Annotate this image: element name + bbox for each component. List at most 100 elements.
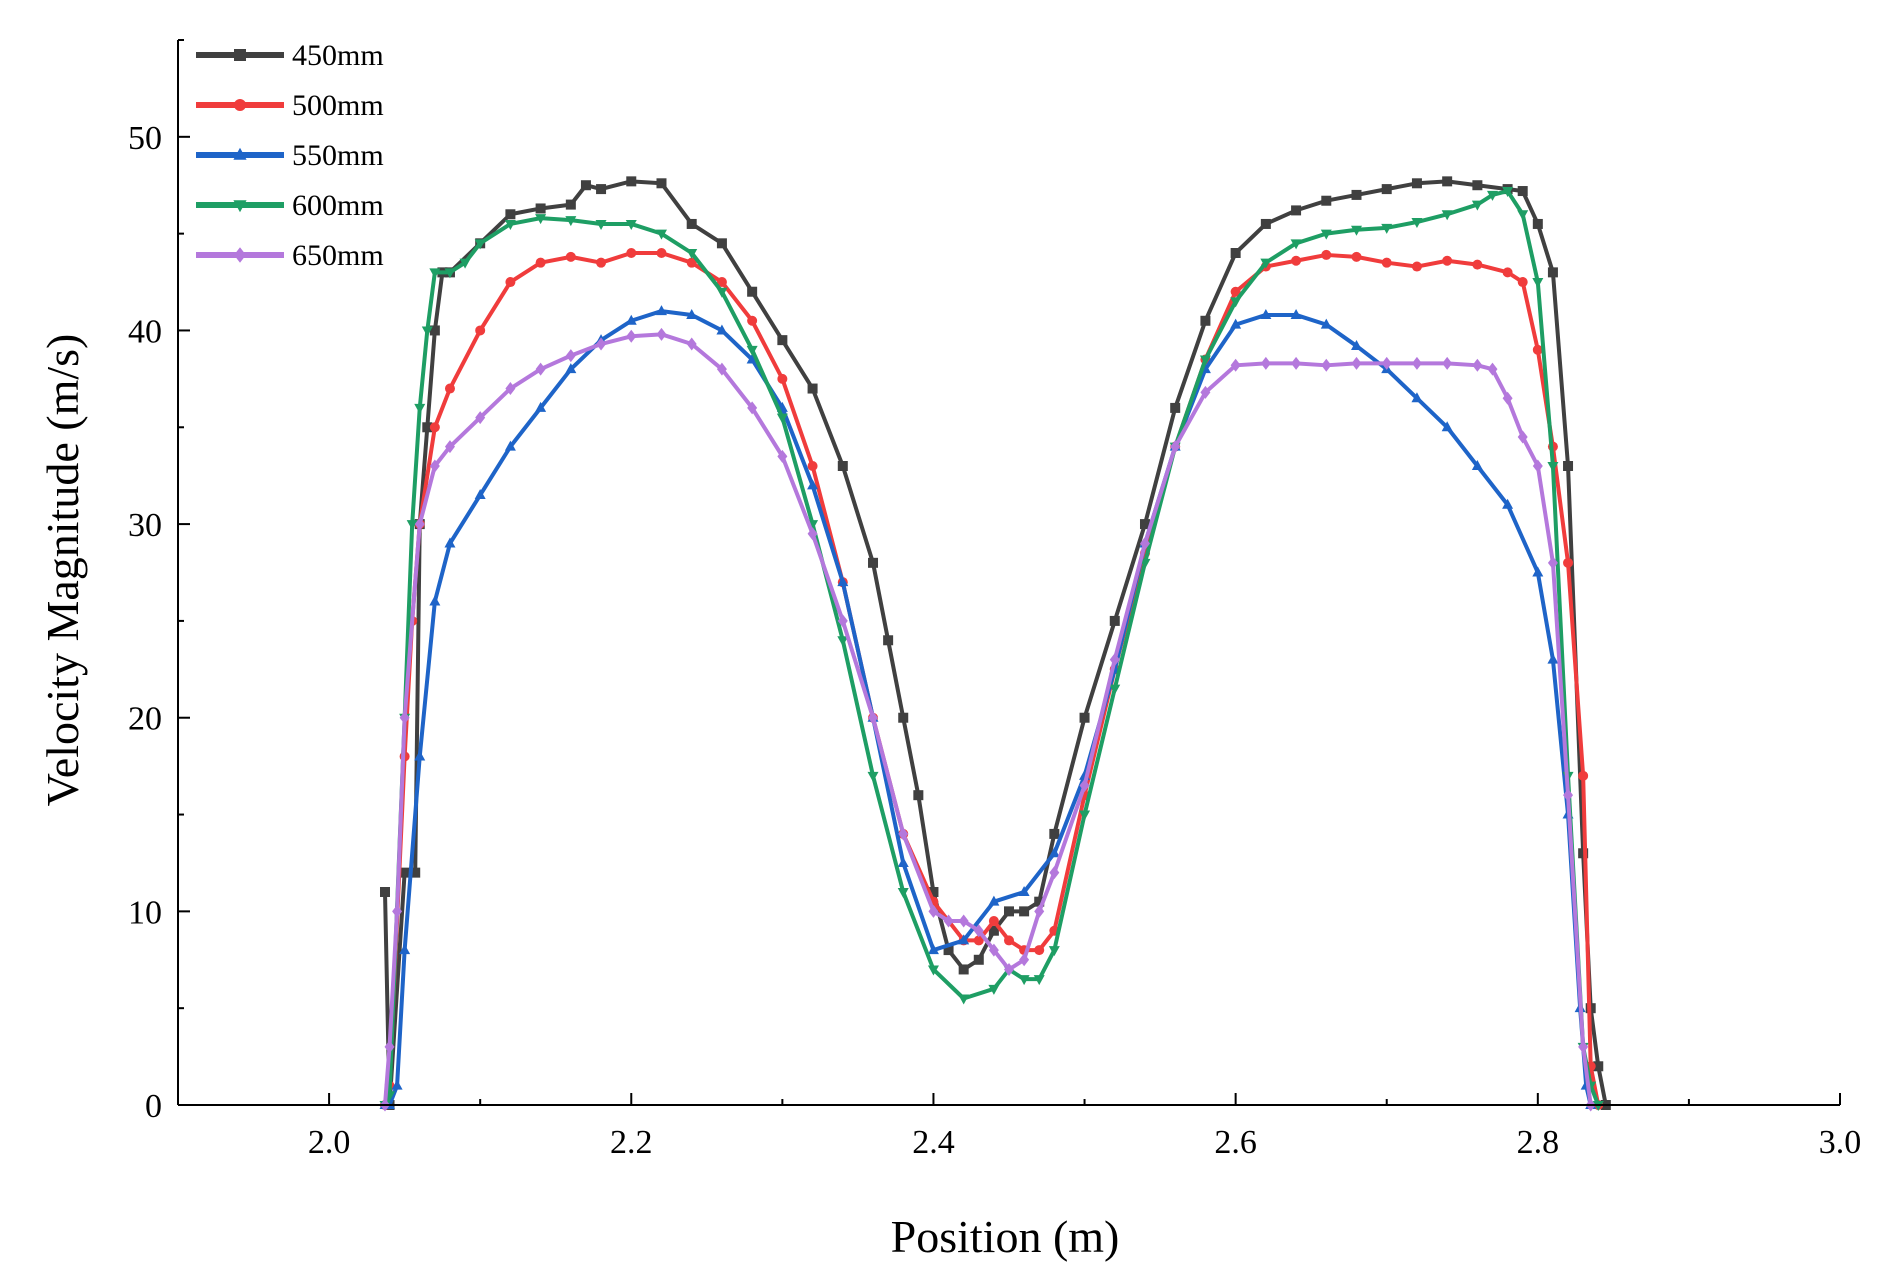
data-point-450mm: [1004, 906, 1014, 917]
data-point-650mm: [1200, 385, 1211, 399]
data-point-550mm: [391, 1079, 403, 1090]
data-point-550mm: [474, 489, 486, 500]
y-tick-label: 30: [128, 507, 162, 544]
data-point-650mm: [1472, 358, 1483, 372]
data-point-450mm: [656, 178, 667, 189]
axes-layer: [177, 40, 1840, 1106]
legend-label: 650mm: [292, 239, 384, 272]
data-point-450mm: [988, 925, 999, 936]
data-point-450mm: [1260, 218, 1271, 229]
data-point-450mm: [596, 184, 607, 195]
data-point-450mm: [1049, 828, 1060, 839]
data-point-650mm: [399, 711, 410, 725]
data-point-500mm: [1442, 255, 1453, 266]
data-point-500mm: [1230, 286, 1241, 297]
data-point-600mm: [459, 258, 471, 269]
data-point-650mm: [535, 362, 546, 376]
data-point-450mm: [747, 286, 758, 297]
data-point-600mm: [1547, 462, 1559, 472]
y-tick-label: 0: [145, 1088, 162, 1125]
legend-label: 600mm: [292, 189, 384, 222]
data-point-600mm: [421, 326, 433, 337]
data-point-500mm: [1472, 259, 1483, 270]
series-layer: [379, 176, 1611, 1112]
data-point-550mm: [1290, 308, 1302, 319]
x-tick-label: 2.6: [1214, 1124, 1257, 1161]
data-point-650mm: [837, 614, 848, 628]
data-point-500mm: [535, 257, 546, 268]
data-point-450mm: [535, 203, 546, 214]
data-point-500mm: [1351, 251, 1362, 262]
data-point-550mm: [716, 324, 728, 335]
data-point-600mm: [686, 249, 698, 259]
data-point-550mm: [1547, 653, 1559, 664]
series-line-450mm: [382, 179, 1608, 1107]
data-point-650mm: [1260, 356, 1271, 370]
legend-marker: [234, 49, 246, 61]
x-tick-label: 3.0: [1819, 1124, 1862, 1161]
data-point-600mm: [746, 345, 758, 356]
data-point-450mm: [422, 422, 433, 433]
data-point-650mm: [1502, 391, 1513, 405]
data-point-500mm: [1034, 945, 1045, 956]
data-point-450mm: [928, 887, 939, 897]
data-point-600mm: [565, 216, 577, 227]
data-point-450mm: [777, 335, 788, 346]
data-point-500mm: [686, 257, 697, 268]
data-point-450mm: [1034, 896, 1045, 907]
data-point-450mm: [1230, 248, 1241, 258]
data-point-650mm: [414, 517, 425, 531]
data-point-500mm: [475, 325, 486, 336]
data-point-450mm: [1532, 218, 1543, 229]
data-point-650mm: [565, 349, 576, 363]
data-point-600mm: [1290, 239, 1302, 250]
data-point-550mm: [686, 308, 698, 319]
legend-item-500mm: 500mm: [196, 89, 384, 122]
data-point-550mm: [429, 595, 441, 606]
ticks-layer: 2.0 2.2 2.4 2.6 2.8 3.0 0 10 20 30 40 50: [128, 39, 1862, 1161]
data-point-650mm: [429, 459, 440, 473]
data-point-500mm: [1291, 255, 1302, 266]
data-point-450mm: [1109, 615, 1120, 626]
data-point-550mm: [1260, 308, 1272, 319]
data-point-500mm: [807, 461, 818, 471]
data-point-550mm: [1441, 421, 1453, 432]
data-point-450mm: [1593, 1061, 1604, 1072]
data-point-650mm: [1321, 358, 1332, 372]
data-point-450mm: [379, 887, 390, 897]
data-point-550mm: [988, 895, 1000, 906]
data-point-550mm: [1411, 392, 1423, 403]
data-point-600mm: [1517, 210, 1529, 221]
data-point-600mm: [927, 965, 939, 976]
data-point-500mm: [988, 916, 999, 927]
y-axis-title: Velocity Magnitude (m/s): [37, 334, 88, 807]
data-point-450mm: [883, 635, 894, 646]
data-point-550mm: [1351, 339, 1363, 350]
legend-item-550mm: 550mm: [196, 139, 384, 172]
legend-marker: [233, 147, 247, 160]
data-point-600mm: [1441, 210, 1453, 221]
data-point-600mm: [444, 268, 456, 279]
data-point-600mm: [1260, 258, 1272, 269]
data-point-600mm: [1320, 229, 1332, 240]
data-point-450mm: [1321, 195, 1332, 206]
data-point-500mm: [716, 277, 727, 288]
data-point-600mm: [1199, 355, 1211, 366]
data-point-450mm: [913, 790, 924, 801]
data-point-500mm: [1321, 249, 1332, 260]
data-point-550mm: [927, 944, 939, 955]
data-point-550mm: [1471, 460, 1483, 470]
data-point-550mm: [1048, 847, 1060, 858]
data-point-500mm: [1411, 261, 1422, 272]
legend-marker: [233, 200, 247, 213]
data-point-650mm: [1230, 358, 1241, 372]
data-point-500mm: [1563, 557, 1574, 568]
data-point-600mm: [776, 413, 788, 424]
data-point-650mm: [626, 329, 637, 343]
data-point-600mm: [716, 287, 728, 298]
data-point-550mm: [444, 537, 456, 548]
data-point-450mm: [1079, 712, 1090, 723]
data-point-650mm: [686, 337, 697, 351]
data-point-500mm: [505, 277, 516, 288]
